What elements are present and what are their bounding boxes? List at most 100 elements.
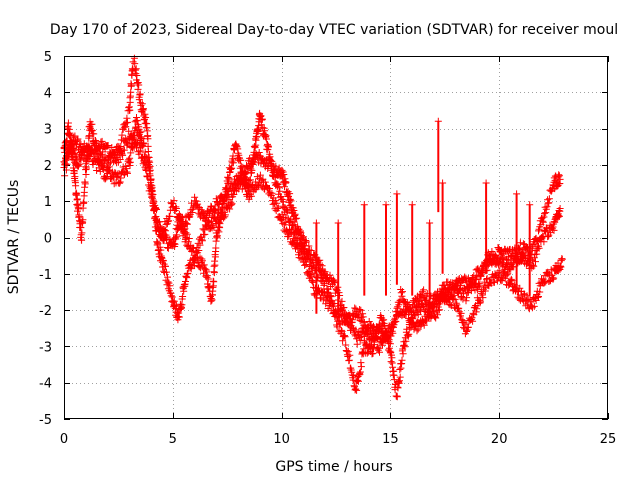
data-point xyxy=(278,210,286,218)
data-point xyxy=(480,283,488,291)
data-point xyxy=(195,247,203,254)
y-tick-label: -5 xyxy=(39,413,52,428)
y-axis-title: SDTVAR / TECUs xyxy=(6,180,22,295)
data-point xyxy=(398,292,406,300)
data-point xyxy=(530,302,538,310)
data-point xyxy=(408,201,416,209)
data-point xyxy=(398,356,406,364)
data-point xyxy=(533,237,541,245)
data-point xyxy=(142,114,150,121)
data-point xyxy=(298,246,305,254)
data-point xyxy=(438,294,446,302)
y-tick-label: 3 xyxy=(44,123,52,138)
data-point xyxy=(338,307,346,315)
data-point xyxy=(507,253,515,261)
data-point xyxy=(266,155,273,163)
data-point xyxy=(353,340,361,348)
data-point xyxy=(91,137,99,144)
data-point xyxy=(538,214,546,222)
data-point xyxy=(423,317,431,325)
data-point xyxy=(364,331,372,339)
data-point xyxy=(549,275,557,283)
data-point xyxy=(319,296,327,304)
data-point xyxy=(116,179,124,187)
data-point xyxy=(539,218,547,226)
data-point xyxy=(141,163,149,171)
data-point xyxy=(171,240,179,248)
data-point xyxy=(204,275,212,283)
data-point xyxy=(519,249,527,257)
data-point xyxy=(117,174,125,182)
data-point xyxy=(276,187,284,195)
data-point xyxy=(312,219,320,227)
data-point xyxy=(535,227,542,235)
data-point xyxy=(439,179,447,187)
data-point xyxy=(77,140,85,148)
data-point xyxy=(229,159,237,167)
data-point xyxy=(279,198,287,206)
data-point xyxy=(518,257,526,265)
data-point xyxy=(142,167,150,174)
data-point xyxy=(294,230,302,238)
data-point xyxy=(505,266,513,274)
data-point xyxy=(129,58,137,66)
data-point xyxy=(550,226,558,234)
data-point xyxy=(471,303,479,311)
data-point xyxy=(226,205,234,213)
tick-labels: 0 5 10 15 20 25 -5 -4 -3 -2 -1 0 1 2 3 4 5 xyxy=(39,50,616,447)
data-point xyxy=(382,201,390,209)
data-point xyxy=(393,393,401,401)
data-point xyxy=(212,237,220,245)
data-point xyxy=(128,136,136,144)
data-point xyxy=(467,277,475,285)
data-point xyxy=(538,234,546,242)
data-point xyxy=(322,277,330,285)
data-point xyxy=(122,123,130,131)
data-point xyxy=(532,297,540,304)
data-point xyxy=(133,117,141,125)
data-point xyxy=(275,204,283,212)
data-point xyxy=(435,306,443,314)
data-point xyxy=(385,329,393,337)
data-point xyxy=(138,134,146,142)
data-point xyxy=(268,189,276,197)
data-point xyxy=(105,160,113,168)
data-point xyxy=(518,250,526,258)
data-point xyxy=(73,195,81,203)
data-point xyxy=(411,311,419,319)
y-tick-label: 2 xyxy=(44,159,52,174)
data-point xyxy=(526,201,534,209)
data-point xyxy=(516,239,524,247)
data-point xyxy=(183,220,191,228)
data-point xyxy=(184,269,192,277)
data-point xyxy=(116,156,124,163)
data-point xyxy=(446,285,454,293)
data-point xyxy=(246,176,254,184)
data-point xyxy=(202,212,210,220)
data-point xyxy=(482,179,490,187)
data-point xyxy=(441,281,449,289)
data-point xyxy=(269,168,277,176)
data-point xyxy=(473,305,481,313)
data-point xyxy=(402,310,410,318)
data-point xyxy=(373,334,380,341)
data-point xyxy=(399,288,406,296)
data-point xyxy=(464,289,472,297)
data-point xyxy=(503,271,511,279)
data-point xyxy=(508,276,516,284)
data-point xyxy=(457,309,465,317)
data-point xyxy=(467,287,475,295)
data-point xyxy=(194,200,202,208)
data-point xyxy=(273,179,281,187)
data-point xyxy=(504,269,512,277)
data-point xyxy=(376,348,383,356)
data-point xyxy=(356,306,364,313)
data-point xyxy=(322,274,330,281)
data-point xyxy=(79,149,87,156)
data-point xyxy=(253,133,261,141)
data-point xyxy=(118,150,126,158)
data-point xyxy=(166,282,174,290)
data-point xyxy=(336,320,344,328)
data-point xyxy=(77,156,85,164)
